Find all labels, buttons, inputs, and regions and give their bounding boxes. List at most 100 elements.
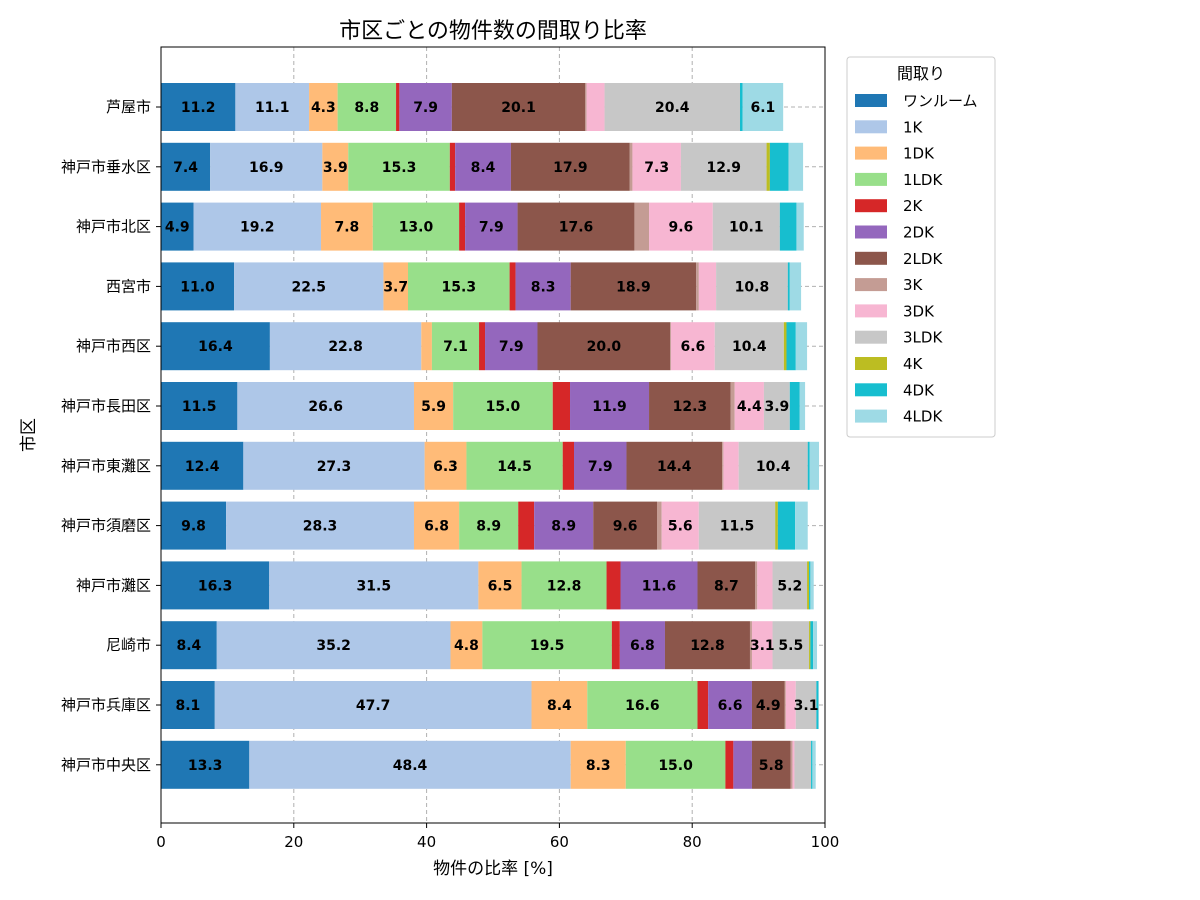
data-label-3-0: 11.0 [180, 279, 215, 295]
data-label-7-8: 5.6 [668, 519, 693, 535]
data-label-10-5: 6.6 [718, 698, 743, 714]
bar-8-8 [757, 561, 773, 610]
bar-10-11 [816, 681, 819, 729]
bar-1-4 [449, 142, 456, 191]
bar-5-8 [734, 382, 764, 430]
bar-5-3 [453, 382, 553, 430]
legend-label-8: 3DK [903, 302, 935, 320]
bar-1-10 [766, 142, 770, 191]
bar-3-6 [570, 262, 697, 311]
bar-5-6 [649, 382, 731, 430]
bar-4-4 [479, 322, 486, 371]
y-tick-label-7: 神戸市須磨区 [61, 517, 151, 535]
data-label-9-1: 35.2 [316, 638, 351, 654]
data-label-1-5: 8.4 [471, 160, 496, 176]
y-tick-label-9: 尼崎市 [106, 636, 151, 654]
y-axis-label: 市区 [19, 418, 39, 452]
bar-2-2 [321, 202, 373, 251]
data-label-6-6: 14.4 [657, 459, 692, 475]
bar-0-9 [604, 83, 741, 131]
data-label-11-1: 48.4 [393, 758, 428, 774]
bar-8-10 [807, 561, 810, 610]
data-label-6-1: 27.3 [317, 459, 352, 475]
bar-2-5 [465, 202, 518, 251]
data-label-10-6: 4.9 [756, 698, 781, 714]
bar-7-5 [534, 501, 594, 550]
bar-7-0 [161, 501, 227, 550]
data-label-5-6: 12.3 [673, 399, 708, 415]
data-label-11-0: 13.3 [188, 758, 223, 774]
bar-2-8 [649, 202, 713, 251]
bar-1-1 [210, 142, 323, 191]
y-tick-label-0: 芦屋市 [106, 98, 151, 116]
bar-9-11 [810, 621, 814, 670]
bar-4-2 [421, 322, 432, 371]
data-label-0-3: 8.8 [354, 100, 379, 116]
legend-swatch-0 [855, 94, 887, 107]
data-label-1-0: 7.4 [173, 160, 198, 176]
legend-label-5: 2DK [903, 224, 935, 242]
bar-7-11 [777, 501, 796, 550]
bar-7-6 [593, 501, 658, 550]
bar-4-9 [714, 322, 784, 371]
data-label-1-6: 17.9 [553, 160, 588, 176]
bar-2-1 [193, 202, 322, 251]
bar-9-7 [749, 621, 752, 670]
bar-1-2 [322, 142, 349, 191]
chart-title: 市区ごとの物件数の間取り比率 [339, 19, 647, 44]
legend-label-0: ワンルーム [903, 92, 978, 110]
bar-9-12 [813, 621, 818, 670]
x-axis-ticks: 0 20 40 60 80 100 [156, 823, 839, 851]
bar-1-8 [632, 142, 681, 191]
data-label-5-1: 26.6 [308, 399, 343, 415]
data-label-3-3: 15.3 [442, 279, 477, 295]
bar-2-4 [459, 202, 466, 251]
data-label-7-3: 8.9 [476, 519, 501, 535]
data-label-8-5: 11.6 [642, 578, 677, 594]
data-label-0-1: 11.1 [255, 100, 290, 116]
bar-2-0 [161, 202, 194, 251]
legend-label-6: 2LDK [903, 250, 943, 268]
data-label-2-3: 13.0 [399, 220, 434, 236]
data-label-0-9: 20.4 [655, 100, 690, 116]
bar-8-0 [161, 561, 270, 610]
data-label-8-1: 31.5 [357, 578, 392, 594]
bar-6-11 [807, 441, 810, 490]
data-label-8-0: 16.3 [198, 578, 233, 594]
data-label-10-1: 47.7 [356, 698, 391, 714]
bar-3-12 [789, 262, 802, 311]
legend-label-9: 3LDK [903, 329, 943, 347]
data-label-2-6: 17.6 [559, 220, 594, 236]
legend-title: 間取り [897, 64, 945, 83]
legend-swatch-5 [855, 225, 887, 239]
bar-10-0 [161, 681, 215, 729]
legend-label-2: 1DK [903, 145, 935, 163]
bar-6-8 [723, 441, 739, 490]
data-label-9-2: 4.8 [454, 638, 479, 654]
x-tick-label-5: 100 [811, 833, 840, 851]
bar-5-1 [237, 382, 414, 430]
bar-0-11 [740, 83, 743, 131]
plot-frame [160, 46, 826, 824]
bar-11-6 [751, 740, 791, 789]
data-label-7-6: 9.6 [613, 519, 638, 535]
bar-10-6 [751, 681, 785, 729]
bar-6-1 [243, 441, 425, 490]
bar-11-8 [792, 740, 795, 789]
data-label-11-2: 8.3 [586, 758, 611, 774]
data-label-2-8: 9.6 [669, 220, 694, 236]
bar-1-5 [455, 142, 511, 191]
data-label-7-5: 8.9 [551, 519, 576, 535]
bar-9-4 [611, 621, 620, 670]
data-label-5-0: 11.5 [182, 399, 217, 415]
bar-8-12 [810, 561, 814, 610]
bar-5-0 [161, 382, 238, 430]
bar-4-7 [670, 322, 671, 371]
data-label-7-0: 9.8 [181, 519, 206, 535]
bar-11-2 [570, 740, 626, 789]
legend-swatch-3 [855, 172, 887, 186]
bar-8-2 [478, 561, 522, 610]
data-label-1-2: 3.9 [323, 160, 348, 176]
data-label-7-1: 28.3 [303, 519, 338, 535]
bar-7-8 [661, 501, 699, 550]
